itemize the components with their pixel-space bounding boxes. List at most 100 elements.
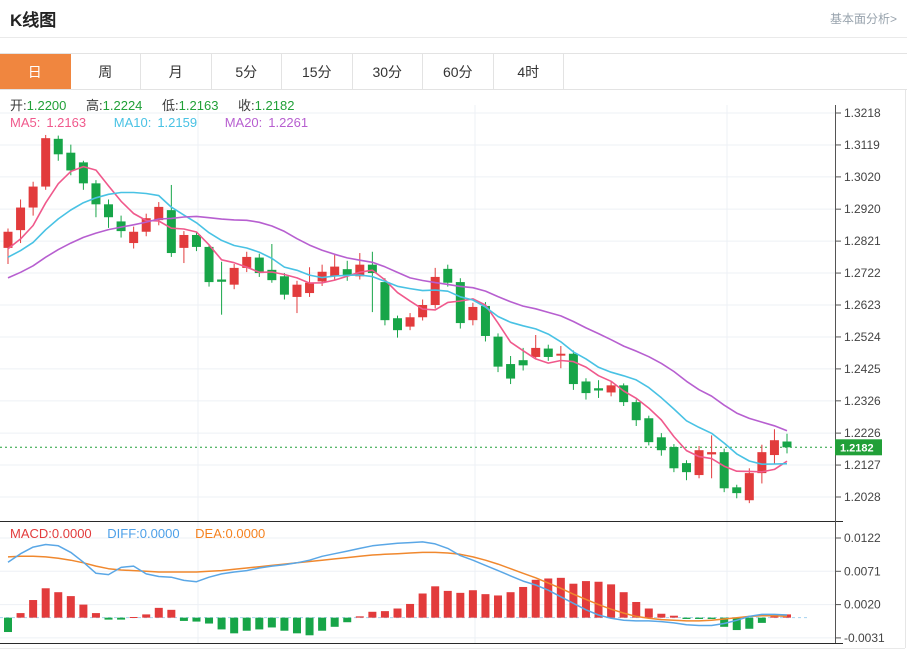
candle [744,468,754,504]
axis-tick-label: 1.3020 [844,170,881,184]
low-label: 低: [162,98,179,113]
gridlines [0,105,835,643]
candle [468,302,478,326]
tab-day[interactable]: 日 [0,54,71,89]
macd-bar [456,592,465,618]
tab-4hour[interactable]: 4时 [493,54,564,89]
candle [418,299,428,321]
macd-bar [318,617,327,631]
high-label: 高: [86,98,103,113]
macd-bar [544,578,553,618]
macd-bar [519,586,528,618]
axis-tick-label: 0.0071 [844,564,881,578]
macd-bar [41,588,50,618]
tab-month[interactable]: 月 [141,54,212,89]
candle [78,160,88,190]
macd-bar [531,579,540,618]
candle [631,399,641,427]
macd-bar [79,604,88,618]
candle [204,244,214,287]
candle [380,278,390,326]
macd-bar [242,617,251,631]
candle [644,415,654,446]
candle [719,448,729,493]
tab-30min[interactable]: 30分 [352,54,423,89]
axis-tick-label: 1.2028 [844,490,881,504]
macd-bar [230,617,239,634]
macd-bar [757,617,766,623]
candle [179,231,189,264]
ma-legend: MA5: 1.2163 MA10: 1.2159 MA20: 1.2261 [10,115,314,130]
fundamental-analysis-link[interactable]: 基本面分析> [829,12,897,26]
axis-tick-label: 1.3218 [844,106,881,120]
widget-header: K线图 基本面分析> [0,0,907,38]
candle [342,260,352,281]
diff-line [7,541,788,627]
axis-tick-label: -0.0031 [844,631,885,645]
macd-bar [468,590,477,618]
candle [191,231,201,252]
axis-tick-label: 0.0020 [844,598,881,612]
macd-bar [720,617,729,627]
axis-tick-label: 1.2127 [844,458,881,472]
ma20-label: MA20: [224,115,263,130]
candle [53,135,63,161]
candle [443,264,453,287]
ma20-value: 1.2261 [268,115,309,130]
macd-bar [167,609,176,618]
axis-tick-label: 1.2326 [844,394,881,408]
macd-bar [104,617,113,620]
candle [480,302,490,342]
macd-bar [292,617,301,634]
macd-bar [632,601,641,618]
tab-5min[interactable]: 5分 [211,54,282,89]
candle [229,264,239,290]
macd-bar [594,581,603,618]
macd-bar [355,616,364,618]
ma10-label: MA10: [113,115,152,130]
axis-tick-label: 0.0122 [844,531,881,545]
macd-bar [406,603,415,618]
macd-bar [707,617,716,619]
candle [393,315,402,338]
candle [104,199,114,228]
candle [769,429,779,465]
macd-bar [380,611,389,618]
macd-bar [91,613,100,618]
ma5-label: MA5: [10,115,41,130]
candle [28,181,38,216]
macd-bar [619,592,628,618]
candle [782,433,792,454]
candle [581,378,591,400]
macd-bar [117,617,126,620]
macd-bar [54,592,63,618]
candle [506,355,516,385]
candle [430,267,440,309]
macd-bar [205,617,214,624]
dea-label: DEA: [195,526,226,541]
macd-bar [556,577,565,618]
candle [242,251,252,273]
macd-bar [368,611,377,618]
macd-bar [154,607,163,618]
macd-bar [682,617,691,619]
current-price-badge: 1.2182 [835,439,882,456]
macd-bar [267,617,276,628]
macd-bar [129,617,138,619]
candle [129,226,139,249]
high-value: 1.2224 [102,98,143,113]
ma5-line [7,165,788,473]
tab-15min[interactable]: 15分 [282,54,353,89]
tab-60min[interactable]: 60分 [423,54,494,89]
candle [681,460,691,481]
macd-bar [657,613,666,618]
dea-line [7,551,788,622]
period-tabs: 日 周 月 5分 15分 30分 60分 4时 [0,53,907,90]
low-value: 1.2163 [178,98,219,113]
axis-tick-label: 1.2425 [844,362,881,376]
tab-week[interactable]: 周 [70,54,141,89]
macd-bar [330,617,339,627]
macd-bar [494,595,503,618]
macd-legend: MACD:0.0000 DIFF:0.0000 DEA:0.0000 [10,526,265,541]
